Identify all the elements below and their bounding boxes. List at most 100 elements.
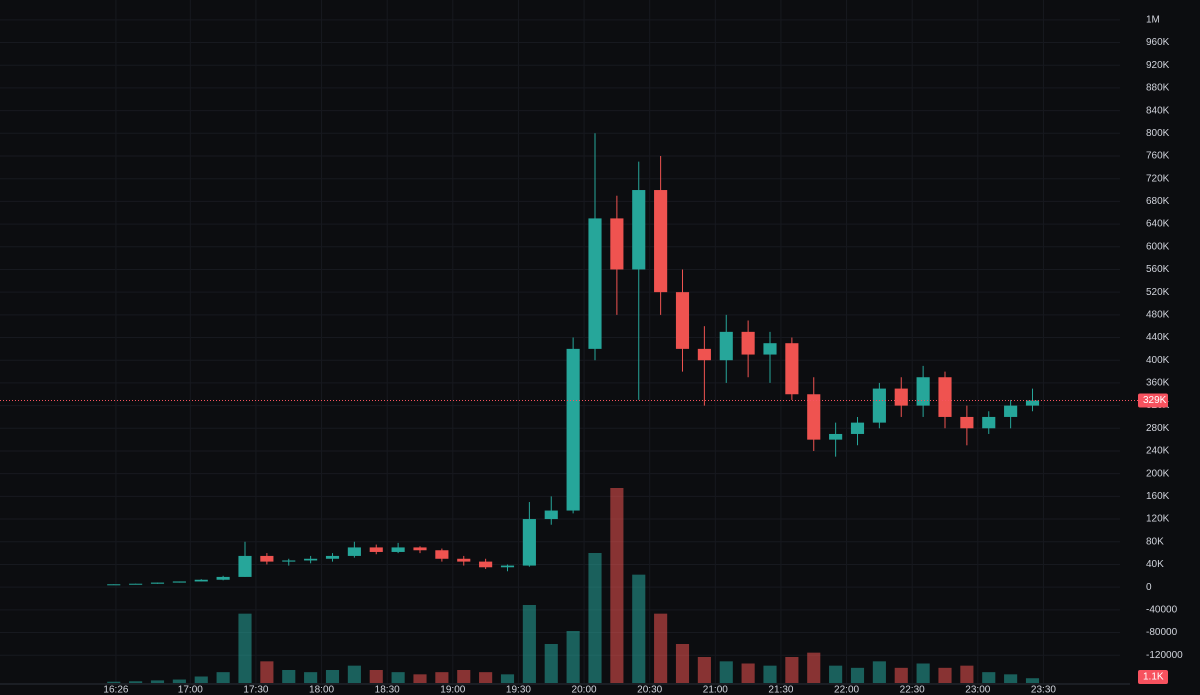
candle-body	[610, 218, 624, 270]
x-tick-label: 22:30	[900, 685, 925, 695]
y-tick-label: -80000	[1146, 627, 1178, 638]
candle-body	[325, 555, 340, 559]
y-tick-label: 120K	[1146, 514, 1170, 525]
x-tick-label: 23:00	[965, 685, 990, 695]
last-price-box	[1138, 393, 1168, 408]
candle-body	[807, 394, 821, 440]
y-tick-label: 280K	[1146, 423, 1170, 434]
candle-body	[150, 582, 165, 584]
y-tick-label: 440K	[1146, 332, 1170, 343]
x-tick-label: 19:00	[440, 685, 465, 695]
candle-body	[675, 292, 690, 349]
x-tick-label: 21:30	[768, 685, 793, 695]
x-tick-label: 21:00	[703, 685, 728, 695]
candle-body	[216, 576, 230, 580]
last-price-label: 329K	[1143, 395, 1167, 406]
volume-bar	[632, 574, 646, 683]
x-tick-label: 22:00	[834, 685, 859, 695]
volume-bar	[741, 663, 755, 683]
volume-bar	[982, 672, 996, 683]
x-tick-label: 18:30	[375, 685, 400, 695]
volume-bar	[413, 674, 427, 683]
y-tick-label: 80K	[1146, 536, 1164, 547]
candle-body	[850, 422, 865, 434]
volume-bar	[763, 665, 777, 683]
y-tick-label: 520K	[1146, 287, 1170, 298]
volume-bar	[916, 663, 930, 683]
volume-bar	[282, 670, 296, 683]
candle-body	[457, 558, 471, 562]
candle-body	[829, 433, 843, 440]
candle-body	[172, 581, 186, 583]
volume-bar	[566, 631, 580, 683]
candle-body	[566, 348, 580, 511]
volume-bar	[216, 672, 230, 683]
y-tick-label: 800K	[1146, 128, 1170, 139]
volume-bar	[304, 672, 318, 683]
candle-body	[304, 558, 318, 561]
candle-body	[982, 416, 996, 429]
volume-bar	[829, 665, 843, 683]
candle-body	[369, 547, 383, 552]
volume-bar	[960, 665, 974, 683]
candle-body	[544, 510, 558, 520]
y-tick-label: 600K	[1146, 241, 1170, 252]
candle-body	[632, 190, 646, 270]
volume-bar	[938, 667, 952, 683]
volume-bar	[500, 674, 515, 683]
volume-bar	[150, 680, 165, 683]
volume-bar	[697, 657, 711, 683]
volume-bar	[129, 681, 143, 683]
x-tick-label: 16:26	[103, 685, 128, 695]
candle-body	[1025, 400, 1040, 406]
y-tick-label: -40000	[1146, 604, 1178, 615]
x-tick-label: 18:00	[309, 685, 334, 695]
candle-body	[916, 377, 930, 406]
x-tick-label: 17:30	[243, 685, 268, 695]
volume-bar	[260, 661, 274, 683]
y-tick-label: 720K	[1146, 173, 1170, 184]
volume-bar	[347, 665, 361, 683]
candle-body	[588, 218, 602, 349]
candle-body	[500, 565, 515, 568]
y-tick-label: 680K	[1146, 196, 1170, 207]
x-tick-label: 17:00	[178, 685, 203, 695]
volume-bar	[435, 672, 449, 683]
volume-bar	[719, 661, 733, 683]
candle-body	[763, 343, 777, 355]
volume-bar	[369, 670, 383, 683]
volume-bar	[391, 672, 405, 683]
volume-bar	[522, 605, 536, 683]
y-tick-label: 200K	[1146, 468, 1170, 479]
volume-bar	[325, 670, 340, 683]
y-tick-label: 160K	[1146, 491, 1170, 502]
y-tick-label: 480K	[1146, 309, 1170, 320]
y-tick-label: 400K	[1146, 355, 1170, 366]
volume-bar	[850, 667, 865, 683]
y-tick-label: 640K	[1146, 219, 1170, 230]
volume-bar	[610, 488, 624, 683]
x-tick-label: 23:30	[1031, 685, 1056, 695]
y-tick-label: 0	[1146, 582, 1152, 593]
volume-bar	[1004, 674, 1018, 683]
candle-body	[435, 550, 449, 559]
candle-body	[479, 561, 493, 568]
candle-body	[785, 343, 799, 395]
candle-body	[654, 190, 668, 293]
candle-body	[960, 416, 974, 429]
candle-body	[413, 547, 427, 551]
x-tick-label: 20:30	[637, 685, 662, 695]
candle-body	[391, 547, 405, 552]
candle-body	[194, 579, 208, 582]
candle-body	[347, 547, 361, 556]
candle-body	[107, 584, 121, 586]
x-tick-label: 20:00	[572, 685, 597, 695]
candle-body	[697, 348, 711, 361]
candle-body	[872, 388, 886, 423]
y-tick-label: -120000	[1146, 650, 1183, 661]
volume-bar	[172, 679, 186, 683]
volume-bar	[479, 672, 493, 683]
volume-bar	[194, 676, 208, 683]
y-tick-label: 1M	[1146, 14, 1160, 25]
